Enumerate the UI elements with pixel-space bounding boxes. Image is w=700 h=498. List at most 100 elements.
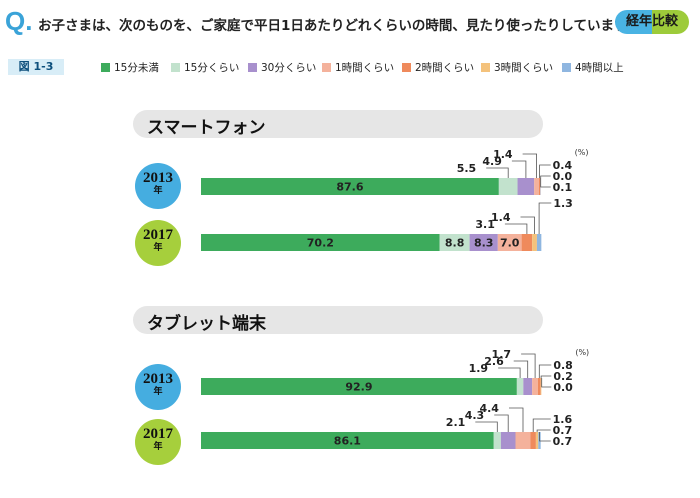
bar-segment (532, 378, 538, 395)
legend-item: 3時間くらい (481, 60, 553, 74)
section-title-text: タブレット端末 (147, 314, 266, 334)
data-label: 0.0 (553, 170, 573, 183)
leader-line (532, 418, 551, 432)
question-mark-label: Q. (5, 6, 33, 36)
leader-line (475, 421, 498, 432)
legend-swatch (322, 62, 331, 72)
bar-segment (516, 378, 524, 395)
leader-line (539, 432, 551, 442)
data-label: 87.6 (336, 181, 363, 194)
leader-line (509, 407, 524, 432)
data-label: 1.4 (491, 211, 511, 224)
figure-tag: 図 1-3 (8, 59, 64, 75)
data-label: 2.1 (446, 416, 466, 429)
legend-label: 4時間以上 (575, 61, 624, 74)
legend-label: 15分未満 (114, 61, 159, 74)
unit-label: (%) (575, 348, 589, 357)
leader-line (504, 223, 528, 234)
year-suffix: 年 (153, 442, 163, 452)
legend-swatch (402, 62, 411, 72)
bar-segment (523, 378, 533, 395)
legend-label: 3時間くらい (494, 61, 554, 74)
legend-item: 1時間くらい (322, 60, 394, 74)
legend-label: 2時間くらい (415, 61, 475, 74)
year-label: 2017 (143, 426, 173, 442)
legend-swatch (562, 62, 571, 72)
year-label: 2017 (143, 227, 173, 243)
data-label: 1.7 (492, 348, 512, 361)
year-label: 2013 (143, 170, 173, 186)
year-suffix: 年 (153, 243, 163, 253)
legend-label: 30分くらい (261, 61, 317, 74)
bar-segment (532, 234, 537, 251)
leader-line (520, 216, 535, 234)
bar-segment (469, 234, 498, 251)
bar-segment (201, 234, 440, 251)
legend-swatch (101, 62, 110, 72)
bar-segment (540, 378, 542, 395)
data-label: 8.3 (474, 237, 494, 250)
leader-line (538, 364, 552, 378)
legend-item: 2時間くらい (402, 60, 474, 74)
section-title-tablet: タブレット端末 (133, 306, 543, 334)
leader-line (521, 353, 536, 378)
year-suffix: 年 (153, 186, 163, 196)
data-label: 70.2 (307, 237, 334, 250)
question-text: お子さまは、次のものを、ご家庭で平日1日あたりどれくらいの時間、見たり使ったりし… (38, 18, 655, 34)
year-suffix: 年 (153, 387, 163, 397)
bar-segment (515, 432, 531, 449)
data-label: 86.1 (334, 435, 361, 448)
leader-line (540, 178, 551, 188)
data-label: 1.4 (493, 148, 513, 161)
year-circle-2017: 2017 年 (135, 419, 181, 465)
bar-segment (517, 178, 535, 195)
data-label: 0.4 (553, 159, 573, 172)
bar-segment (534, 178, 539, 195)
data-label: 1.9 (469, 362, 489, 375)
leader-line (498, 367, 521, 378)
legend-item: 4時間以上 (562, 60, 624, 74)
leader-line (511, 160, 527, 178)
leader-line (541, 378, 552, 388)
bar-segment (497, 234, 522, 251)
legend-swatch (481, 62, 490, 72)
data-label: 0.2 (553, 370, 573, 383)
data-label: 4.4 (479, 402, 499, 415)
data-label: 4.3 (465, 409, 485, 422)
data-label: 8.8 (445, 237, 465, 250)
bar-segment (537, 378, 541, 395)
leader-line (494, 414, 509, 432)
leader-line (540, 175, 551, 178)
comparison-badge: 経年比較 (615, 10, 689, 34)
bar-segment (538, 178, 541, 195)
year-label: 2013 (143, 371, 173, 387)
leader-line (540, 375, 552, 378)
legend-label: 15分くらい (184, 61, 240, 74)
bar-segment (500, 432, 516, 449)
data-label: 2.6 (484, 355, 504, 368)
year-circle-2013: 2013 年 (135, 163, 181, 209)
data-label: 1.3 (553, 197, 573, 210)
data-label: 0.7 (553, 424, 573, 437)
data-label: 0.8 (553, 359, 573, 372)
bar-segment (536, 234, 542, 251)
bar-segment (535, 432, 539, 449)
section-title-text: スマートフォン (147, 118, 266, 138)
bar-segment (498, 178, 518, 195)
legend-item: 15分くらい (171, 60, 239, 74)
leader-line (539, 164, 551, 178)
bar-segment (521, 234, 533, 251)
unit-label: (%) (575, 148, 589, 157)
bar-segment (493, 432, 501, 449)
data-label: 4.9 (482, 155, 502, 168)
year-circle-2017: 2017 年 (135, 220, 181, 266)
leader-line (486, 167, 509, 178)
bar-segment (201, 432, 494, 449)
bar-segment (530, 432, 536, 449)
data-label: 0.0 (553, 381, 573, 394)
data-label: 0.1 (553, 181, 573, 194)
leader-line (538, 202, 552, 234)
year-circle-2013: 2013 年 (135, 364, 181, 410)
legend-label: 1時間くらい (335, 61, 395, 74)
